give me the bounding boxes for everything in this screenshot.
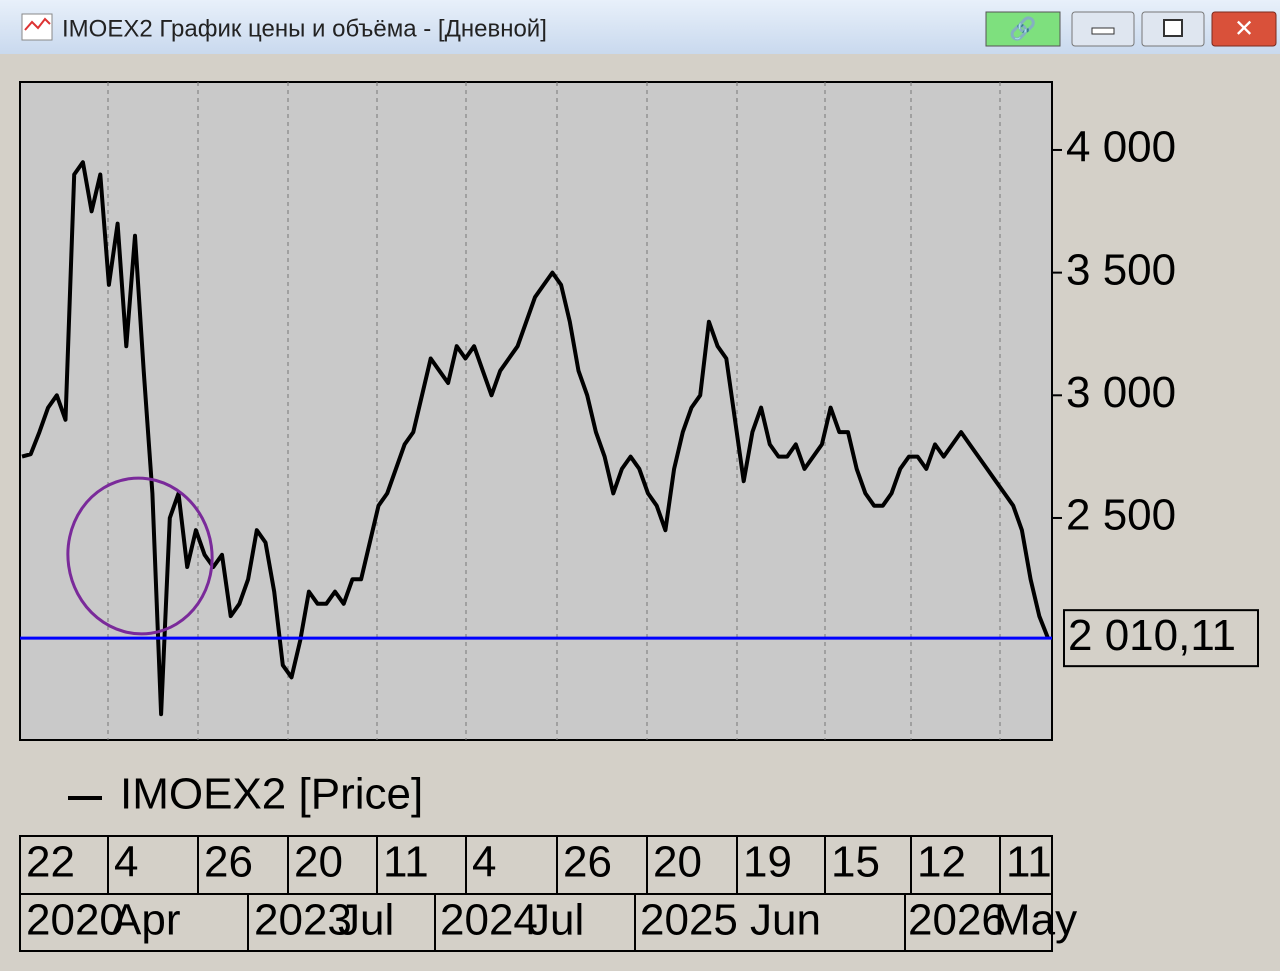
date-period-label: 2023 (254, 896, 352, 945)
date-day-label: 20 (294, 838, 343, 887)
date-day-label: 26 (204, 838, 253, 887)
plot-area (19, 81, 1053, 741)
minimize-icon (1091, 27, 1115, 35)
date-day-label: 22 (26, 838, 75, 887)
hand-drawn-circle (66, 476, 214, 636)
y-tick-label: 3 000 (1066, 368, 1176, 417)
reference-label: 2 010,11 (1068, 611, 1236, 660)
date-day-label: 12 (917, 838, 966, 887)
date-period-label: Jun (750, 896, 821, 945)
y-tick-label: 3 500 (1066, 245, 1176, 294)
title-bar (0, 0, 1280, 54)
date-period-label: Jul (338, 896, 394, 945)
legend-label: IMOEX2 [Price] (120, 770, 423, 819)
date-period-label: May (994, 896, 1077, 945)
window-title: IMOEX2 График цены и объёма - [Дневной] (62, 15, 547, 42)
date-period-label: 2024 (440, 896, 538, 945)
date-day-label: 11 (1006, 838, 1052, 887)
date-day-label: 19 (743, 838, 792, 887)
y-tick-label: 4 000 (1066, 123, 1176, 172)
app-icon-line (24, 17, 51, 31)
date-period-label: 2025 (640, 896, 738, 945)
close-button[interactable] (1211, 11, 1277, 47)
date-period-label: Apr (112, 896, 180, 945)
date-day-label: 15 (831, 838, 880, 887)
date-day-label: 26 (563, 838, 612, 887)
price-line (21, 160, 1050, 717)
date-period-label: 2020 (26, 896, 124, 945)
link-icon: 🔗 (1009, 15, 1036, 42)
date-day-label: 20 (653, 838, 702, 887)
link-button[interactable] (985, 11, 1061, 47)
y-tick-label: 2 500 (1066, 491, 1176, 540)
maximize-icon (1163, 19, 1183, 37)
date-day-label: 4 (472, 838, 496, 887)
date-day-label: 11 (383, 838, 429, 887)
date-day-label: 4 (114, 838, 138, 887)
date-period-label: 2026 (908, 896, 1006, 945)
close-icon: ✕ (1234, 15, 1254, 42)
date-period-label: Jul (528, 896, 584, 945)
plot-layer (21, 82, 1050, 740)
reference-label-box (1063, 609, 1259, 668)
